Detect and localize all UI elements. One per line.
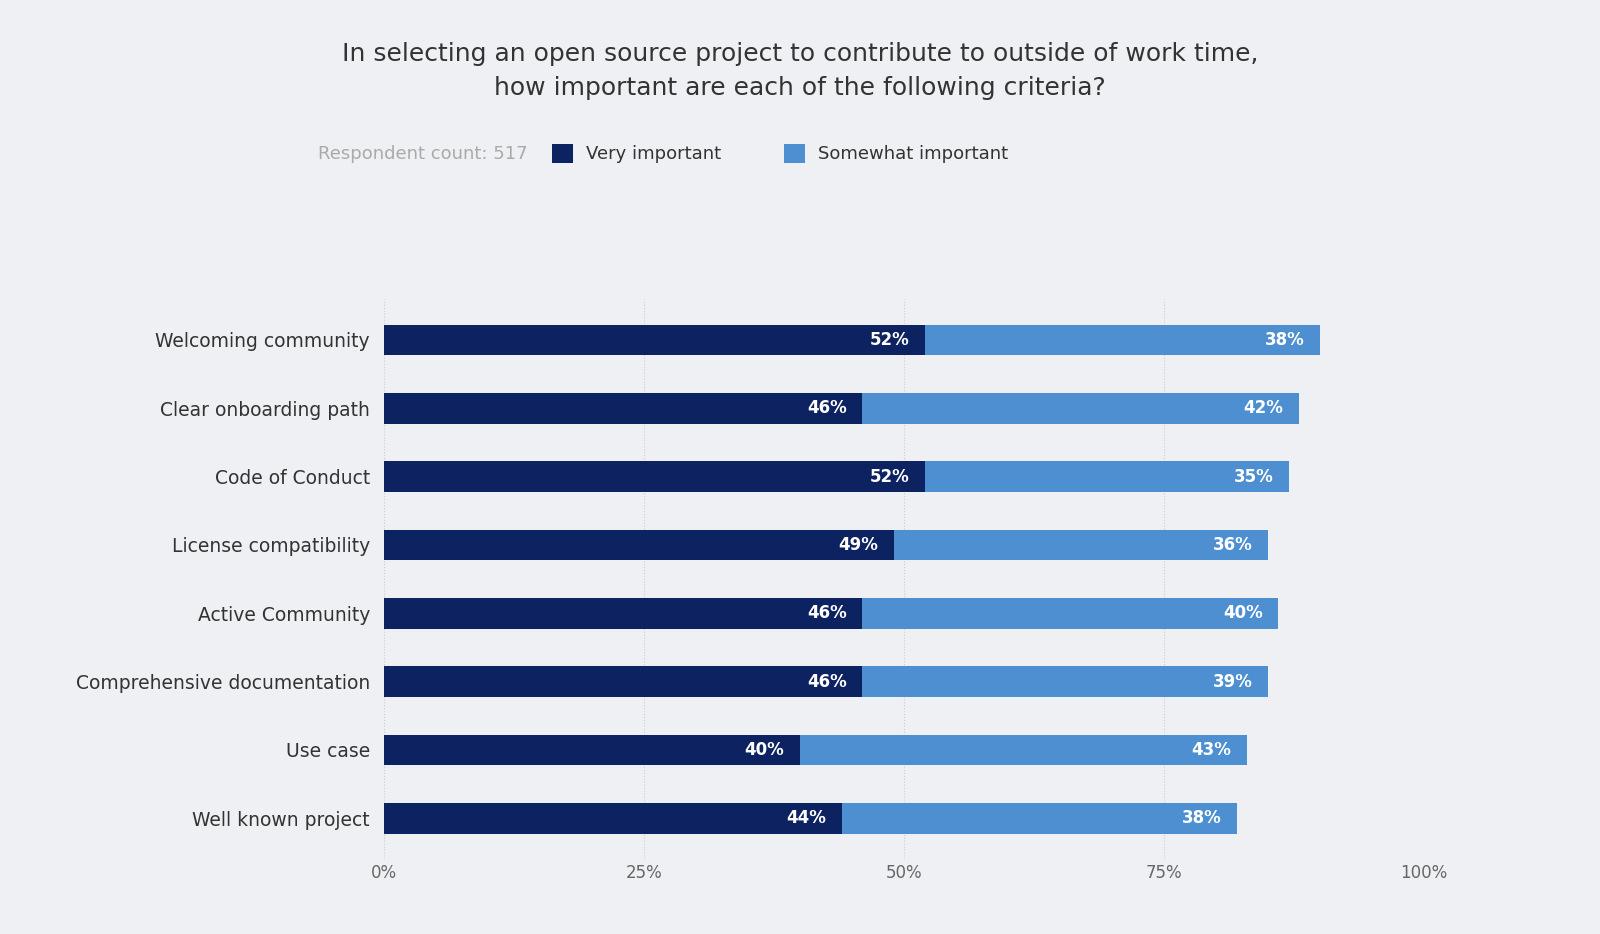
Text: 52%: 52% xyxy=(869,468,909,486)
Bar xyxy=(862,598,1278,629)
Text: 38%: 38% xyxy=(1181,809,1221,828)
Bar xyxy=(800,734,1248,765)
Bar xyxy=(384,324,925,355)
Text: Somewhat important: Somewhat important xyxy=(818,145,1008,163)
Text: Very important: Very important xyxy=(586,145,720,163)
Text: 38%: 38% xyxy=(1264,331,1304,349)
Text: In selecting an open source project to contribute to outside of work time,
how i: In selecting an open source project to c… xyxy=(342,42,1258,100)
Bar xyxy=(384,530,893,560)
Bar xyxy=(862,393,1299,424)
Text: 46%: 46% xyxy=(806,604,846,622)
Bar xyxy=(384,393,862,424)
Text: 36%: 36% xyxy=(1213,536,1253,554)
Bar xyxy=(862,666,1267,697)
Text: 43%: 43% xyxy=(1192,741,1232,759)
Text: Respondent count: 517: Respondent count: 517 xyxy=(318,145,528,163)
Bar xyxy=(925,324,1320,355)
Bar xyxy=(384,666,862,697)
Bar xyxy=(384,461,925,492)
Text: 40%: 40% xyxy=(744,741,784,759)
Text: 44%: 44% xyxy=(786,809,826,828)
Bar xyxy=(384,803,842,834)
Text: 46%: 46% xyxy=(806,399,846,417)
Bar xyxy=(842,803,1237,834)
Bar xyxy=(925,461,1290,492)
Bar xyxy=(384,734,800,765)
Bar xyxy=(384,598,862,629)
Text: 52%: 52% xyxy=(869,331,909,349)
Text: 49%: 49% xyxy=(838,536,878,554)
Bar xyxy=(893,530,1267,560)
Text: 46%: 46% xyxy=(806,672,846,690)
Text: 40%: 40% xyxy=(1222,604,1262,622)
Text: 42%: 42% xyxy=(1243,399,1283,417)
Text: 35%: 35% xyxy=(1234,468,1274,486)
Text: 39%: 39% xyxy=(1213,672,1253,690)
